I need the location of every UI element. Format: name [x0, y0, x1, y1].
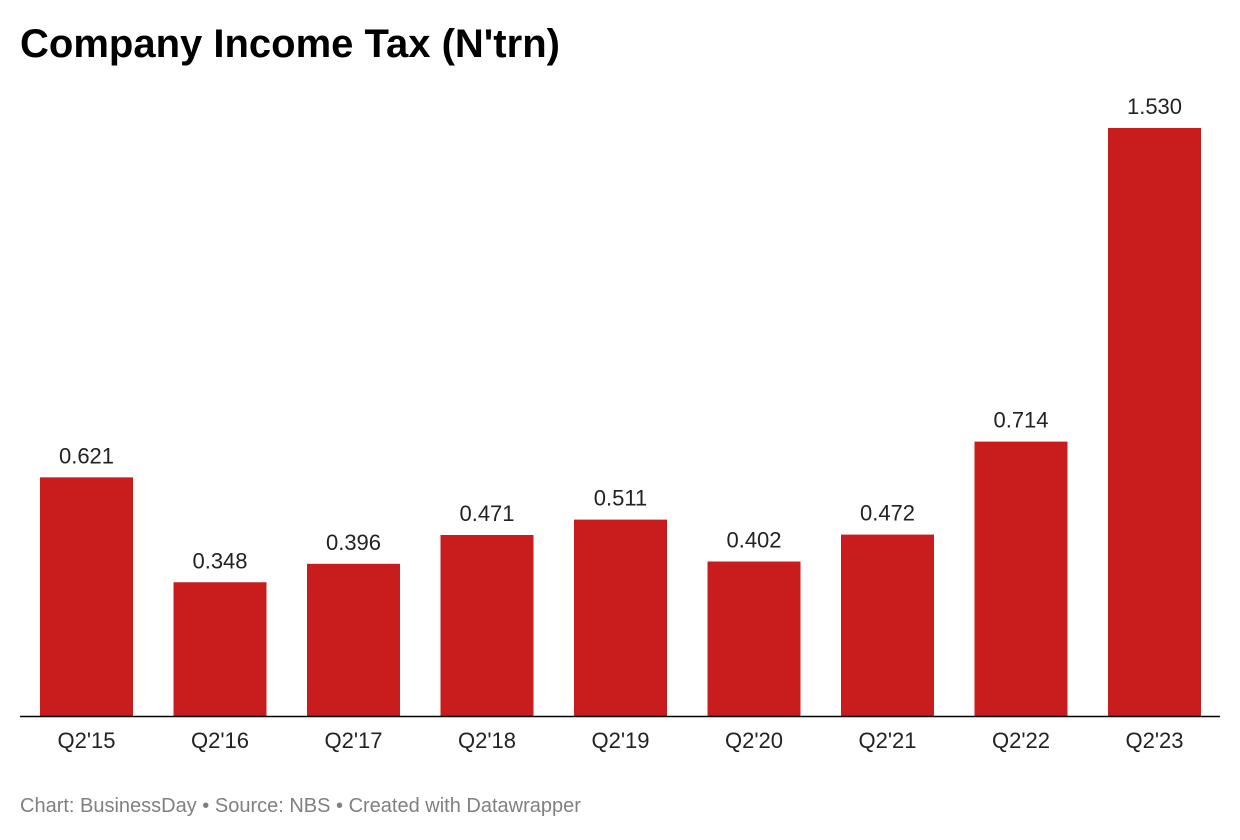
value-label-5: 0.511 — [594, 486, 647, 511]
bar-6 — [707, 561, 801, 716]
x-tick-label-7: Q2'21 — [858, 728, 916, 753]
bar-8 — [974, 441, 1068, 716]
x-tick-label-6: Q2'20 — [725, 728, 783, 753]
bar-1 — [40, 477, 133, 716]
value-label-8: 0.714 — [993, 408, 1048, 433]
value-labels-group: 0.621 0.348 0.396 0.471 0.511 0.402 0.472 0.714… — [59, 94, 1182, 573]
bar-chart: 0.621 0.348 0.396 0.471 0.511 0.402 0.472 0.714… — [20, 94, 1220, 753]
bar-9 — [1108, 128, 1201, 716]
value-label-6: 0.402 — [726, 528, 781, 553]
value-label-9: 1.530 — [1127, 94, 1182, 119]
bar-3 — [307, 563, 400, 716]
x-tick-label-9: Q2'23 — [1125, 728, 1183, 753]
bar-4 — [440, 534, 534, 716]
bars-group — [40, 128, 1201, 716]
chart-title: Company Income Tax (N'trn) — [20, 22, 560, 66]
x-tick-label-8: Q2'22 — [992, 728, 1050, 753]
value-label-4: 0.471 — [459, 501, 514, 526]
bar-2 — [173, 582, 267, 716]
x-tick-label-1: Q2'15 — [57, 728, 115, 753]
x-tick-labels-group: Q2'15 Q2'16 Q2'17 Q2'18 Q2'19 Q2'20 Q2'21 Q2'22… — [57, 728, 1183, 753]
value-label-7: 0.472 — [860, 501, 915, 526]
x-tick-label-4: Q2'18 — [458, 728, 516, 753]
x-tick-label-3: Q2'17 — [324, 728, 382, 753]
bar-5 — [574, 519, 667, 716]
chart-footer: Chart: BusinessDay • Source: NBS • Creat… — [20, 795, 581, 817]
x-tick-label-2: Q2'16 — [191, 728, 249, 753]
value-label-2: 0.348 — [192, 548, 247, 573]
value-label-1: 0.621 — [59, 443, 114, 468]
value-label-3: 0.396 — [326, 530, 381, 555]
bar-7 — [841, 534, 934, 716]
x-tick-label-5: Q2'19 — [591, 728, 649, 753]
